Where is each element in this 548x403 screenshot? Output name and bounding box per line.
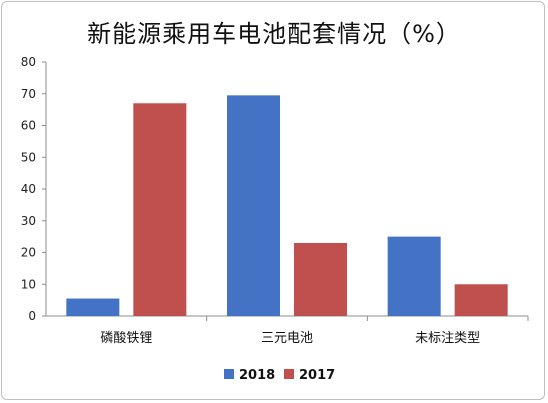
y-tick-label: 30 [21,214,36,228]
y-tick-label: 50 [21,150,36,164]
legend-swatch-2017 [284,369,294,379]
y-tick-label: 0 [28,309,36,323]
y-tick-label: 20 [21,246,36,260]
bar-2018 [66,298,120,316]
y-tick-label: 80 [21,55,36,69]
legend-label: 2017 [299,368,335,383]
legend-label: 2018 [239,368,275,383]
bar-2017 [294,242,347,316]
y-tick-label: 70 [21,87,36,101]
category-label: 未标注类型 [415,331,480,346]
bar-2018 [387,236,441,316]
bar-2018 [227,95,280,317]
category-label: 磷酸铁锂 [100,331,152,346]
chart-title: 新能源乘用车电池配套情况（%） [87,20,461,48]
legend-swatch-2018 [224,369,234,379]
category-label: 三元电池 [261,331,313,346]
bar-2017 [133,103,187,317]
y-tick-label: 40 [21,182,36,196]
y-tick-label: 10 [21,277,36,291]
y-tick-label: 60 [21,119,36,133]
bar-2017 [454,284,508,316]
